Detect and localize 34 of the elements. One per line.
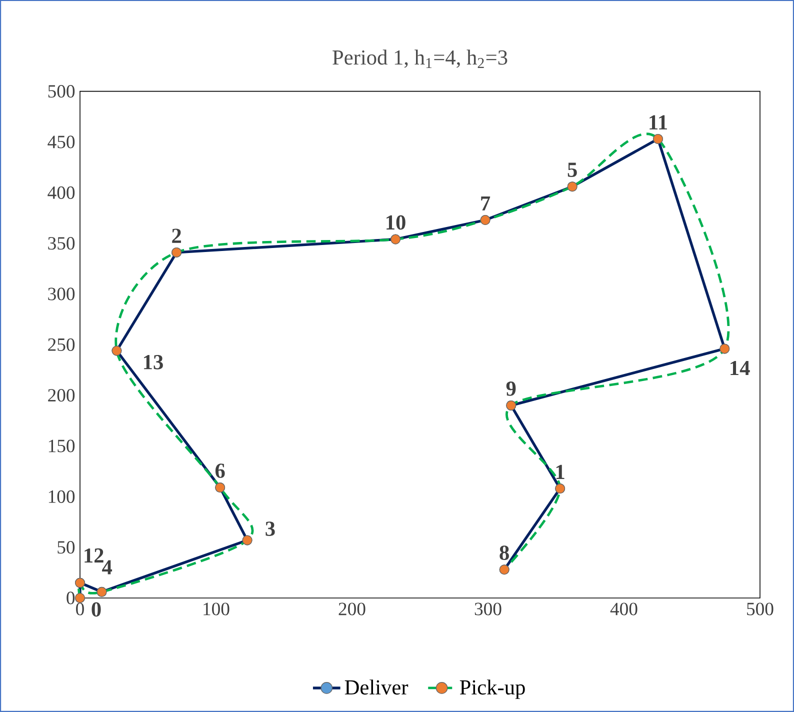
annotation: 10 — [386, 215, 406, 230]
y-tick-label: 100 — [48, 490, 75, 503]
annotation: 1 — [556, 464, 564, 479]
chart-title: Period 1, h$_{1}$=4, h$_{2}$=3 — [332, 50, 508, 68]
x-tick-label: 500 — [747, 602, 774, 616]
annotation: 8 — [500, 546, 509, 560]
annotation: 14 — [730, 360, 750, 376]
y-tick-label: 250 — [48, 338, 75, 351]
legend-label: Pick-up — [460, 680, 525, 699]
y-tick-label: 500 — [48, 85, 75, 98]
x-tick-label: 200 — [338, 602, 366, 616]
x-tick-label: 0 — [76, 602, 84, 616]
x-tick-label: 400 — [610, 602, 638, 616]
y-tick-label: 200 — [48, 389, 75, 402]
y-tick-label: 400 — [48, 186, 75, 199]
annotation: 4 — [102, 560, 112, 574]
annotation: 12 — [84, 548, 104, 563]
annotation: 2 — [172, 228, 181, 243]
y-tick-label: 0 — [66, 592, 75, 604]
annotation: 3 — [266, 522, 275, 536]
annotation: 7 — [481, 196, 490, 210]
y-tick-label: 50 — [58, 541, 75, 554]
y-tick-label: 350 — [48, 237, 75, 250]
x-tick-label: 300 — [474, 602, 502, 616]
annotation: 6 — [215, 464, 225, 478]
annotation: 11 — [650, 115, 667, 130]
annotation: 9 — [506, 382, 516, 396]
y-tick-label: 450 — [48, 136, 75, 148]
annotation: 13 — [144, 355, 163, 370]
x-tick-label: 100 — [204, 602, 230, 616]
legend-label: Deliver — [344, 680, 408, 695]
y-tick-label: 150 — [48, 440, 75, 452]
annotation: 5 — [568, 162, 577, 177]
y-tick-label: 300 — [48, 288, 75, 300]
